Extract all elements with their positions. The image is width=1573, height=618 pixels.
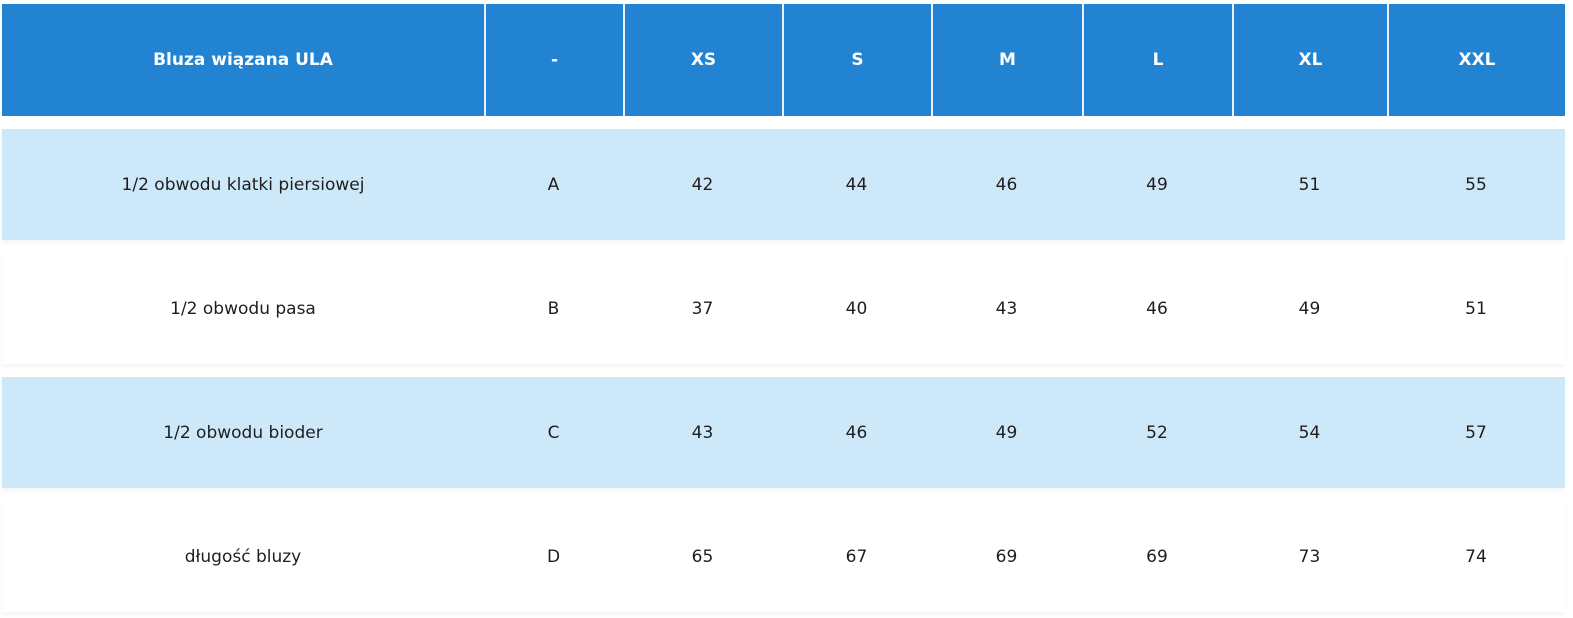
table-cell: 44	[845, 174, 868, 195]
header-cell: XL	[1232, 4, 1387, 116]
table-cell: 54	[1298, 422, 1321, 443]
table-cell: 1/2 obwodu klatki piersiowej	[121, 174, 365, 195]
table-cell: 51	[1298, 174, 1321, 195]
header-cell: Bluza wiązana ULA	[153, 50, 333, 70]
table-cell: B	[547, 298, 560, 319]
table-cell: 42	[691, 174, 714, 195]
table-cell: 49	[1146, 174, 1168, 195]
table-cell: 69	[995, 546, 1018, 567]
table-row: długość bluzy D 65 67 69 69 73 74	[2, 501, 1565, 612]
table-cell: 46	[1146, 298, 1168, 319]
table-cell: 37	[691, 298, 714, 319]
header-cell: L	[1082, 4, 1232, 116]
table-cell: 55	[1465, 174, 1487, 195]
header-cell: XXL	[1387, 4, 1565, 116]
table-cell: D	[546, 546, 561, 567]
table-cell: 49	[1298, 298, 1321, 319]
table-cell: 74	[1465, 546, 1487, 567]
table-cell: 67	[845, 546, 868, 567]
table-cell: 43	[691, 422, 714, 443]
table-cell: 46	[845, 422, 868, 443]
table-cell: 46	[995, 174, 1018, 195]
table-cell: 65	[691, 546, 714, 567]
table-cell: 40	[845, 298, 868, 319]
table-cell: A	[547, 174, 560, 195]
table-cell: 1/2 obwodu pasa	[170, 298, 316, 319]
header-cell: XS	[623, 4, 782, 116]
table-cell: 43	[995, 298, 1018, 319]
table-cell: C	[547, 422, 560, 443]
table-cell: 52	[1146, 422, 1168, 443]
table-cell: 51	[1465, 298, 1487, 319]
header-row: Bluza wiązana ULA - XS S M L XL XXL	[2, 4, 1565, 116]
table-cell: 49	[995, 422, 1018, 443]
table-cell: 57	[1465, 422, 1487, 443]
table-row: 1/2 obwodu bioder C 43 46 49 52 54 57	[2, 377, 1565, 488]
table-cell: 73	[1298, 546, 1321, 567]
table-row: 1/2 obwodu pasa B 37 40 43 46 49 51	[2, 253, 1565, 364]
table-cell: długość bluzy	[184, 546, 302, 567]
table-cell: 69	[1146, 546, 1168, 567]
header-cell: S	[782, 4, 931, 116]
header-cell: M	[931, 4, 1082, 116]
table-cell: 1/2 obwodu bioder	[163, 422, 323, 443]
table-row: 1/2 obwodu klatki piersiowej A 42 44 46 49 51 5…	[2, 129, 1565, 240]
header-cell: -	[484, 4, 623, 116]
